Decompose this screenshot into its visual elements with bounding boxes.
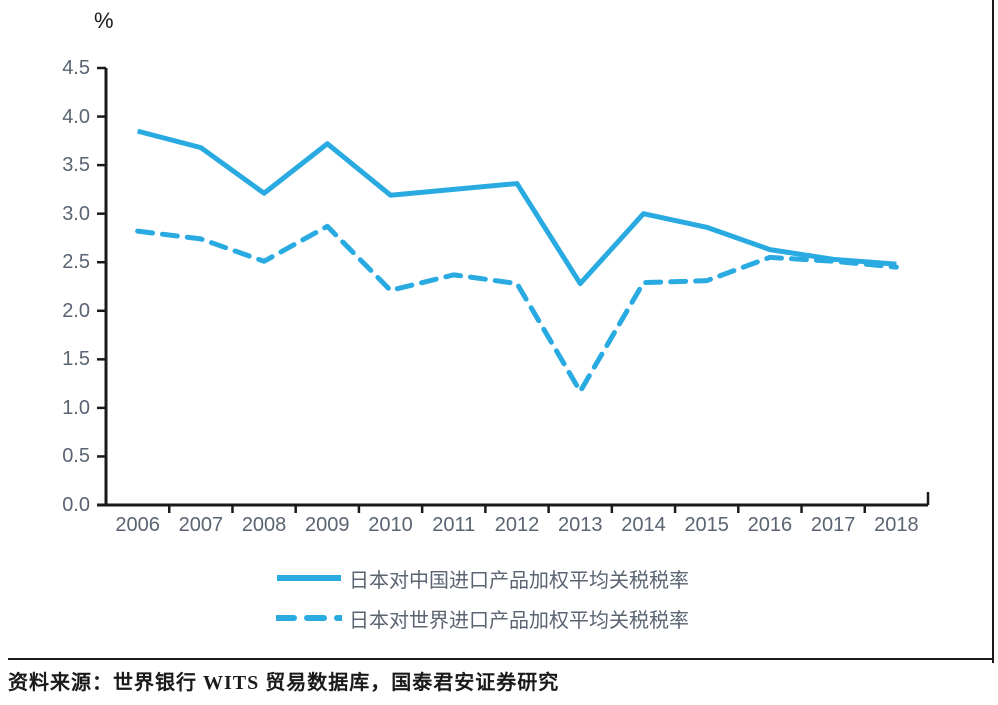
legend-item-china: 日本对中国进口产品加权平均关税税率: [276, 558, 689, 598]
y-axis-unit-label: %: [94, 8, 114, 33]
x-axis-tick-label: 2010: [368, 514, 413, 536]
series-line-dashed: [135, 223, 899, 394]
chart-legend: 日本对中国进口产品加权平均关税税率 日本对世界进口产品加权平均关税税率: [276, 558, 689, 638]
y-axis-tick-label: 1.0: [62, 396, 90, 419]
x-axis-tick-label: 2016: [747, 514, 793, 536]
footer-divider: [8, 658, 994, 660]
legend-item-label: 日本对世界进口产品加权平均关税税率: [349, 609, 689, 632]
x-axis-tick-label: 2014: [621, 514, 666, 536]
x-axis-tick-label: 2013: [557, 514, 603, 536]
y-axis-tick-label: 3.0: [62, 202, 90, 225]
solid-line-swatch-icon: [277, 575, 341, 581]
dashed-line-swatch-icon: [276, 615, 342, 621]
legend-item-label: 日本对中国进口产品加权平均关税税率: [349, 569, 689, 592]
x-axis-tick-label: 2015: [684, 514, 729, 536]
y-axis-tick-label: 4.0: [62, 105, 90, 128]
source-note: 资料来源：世界银行 WITS 贸易数据库，国泰君安证券研究: [8, 672, 560, 694]
y-axis-tick-label: 0.0: [62, 494, 90, 516]
x-axis-tick-label: 2007: [178, 514, 224, 536]
y-axis-tick-label: 4.5: [62, 57, 90, 79]
y-axis-tick-label: 1.5: [62, 348, 90, 371]
y-axis-tick-label: 2.5: [62, 251, 90, 274]
x-axis-tick-label: 2008: [241, 514, 287, 536]
y-axis-tick-label: 2.0: [62, 299, 90, 322]
legend-item-world: 日本对世界进口产品加权平均关税税率: [276, 598, 689, 638]
chart-canvas: [97, 66, 930, 513]
x-axis-tick-label: 2017: [810, 514, 856, 536]
y-axis-tick-label: 0.5: [62, 445, 90, 468]
x-axis-tick-label: 2012: [494, 514, 540, 536]
x-axis-tick-label: 2018: [874, 514, 919, 536]
x-axis-tick-label: 2011: [432, 514, 476, 536]
page-right-border: [992, 0, 994, 663]
series-line-solid: [136, 128, 897, 287]
x-axis-tick-label: 2006: [115, 514, 160, 536]
y-axis-tick-label: 3.5: [62, 154, 90, 177]
x-axis-tick-label: 2009: [305, 514, 350, 536]
